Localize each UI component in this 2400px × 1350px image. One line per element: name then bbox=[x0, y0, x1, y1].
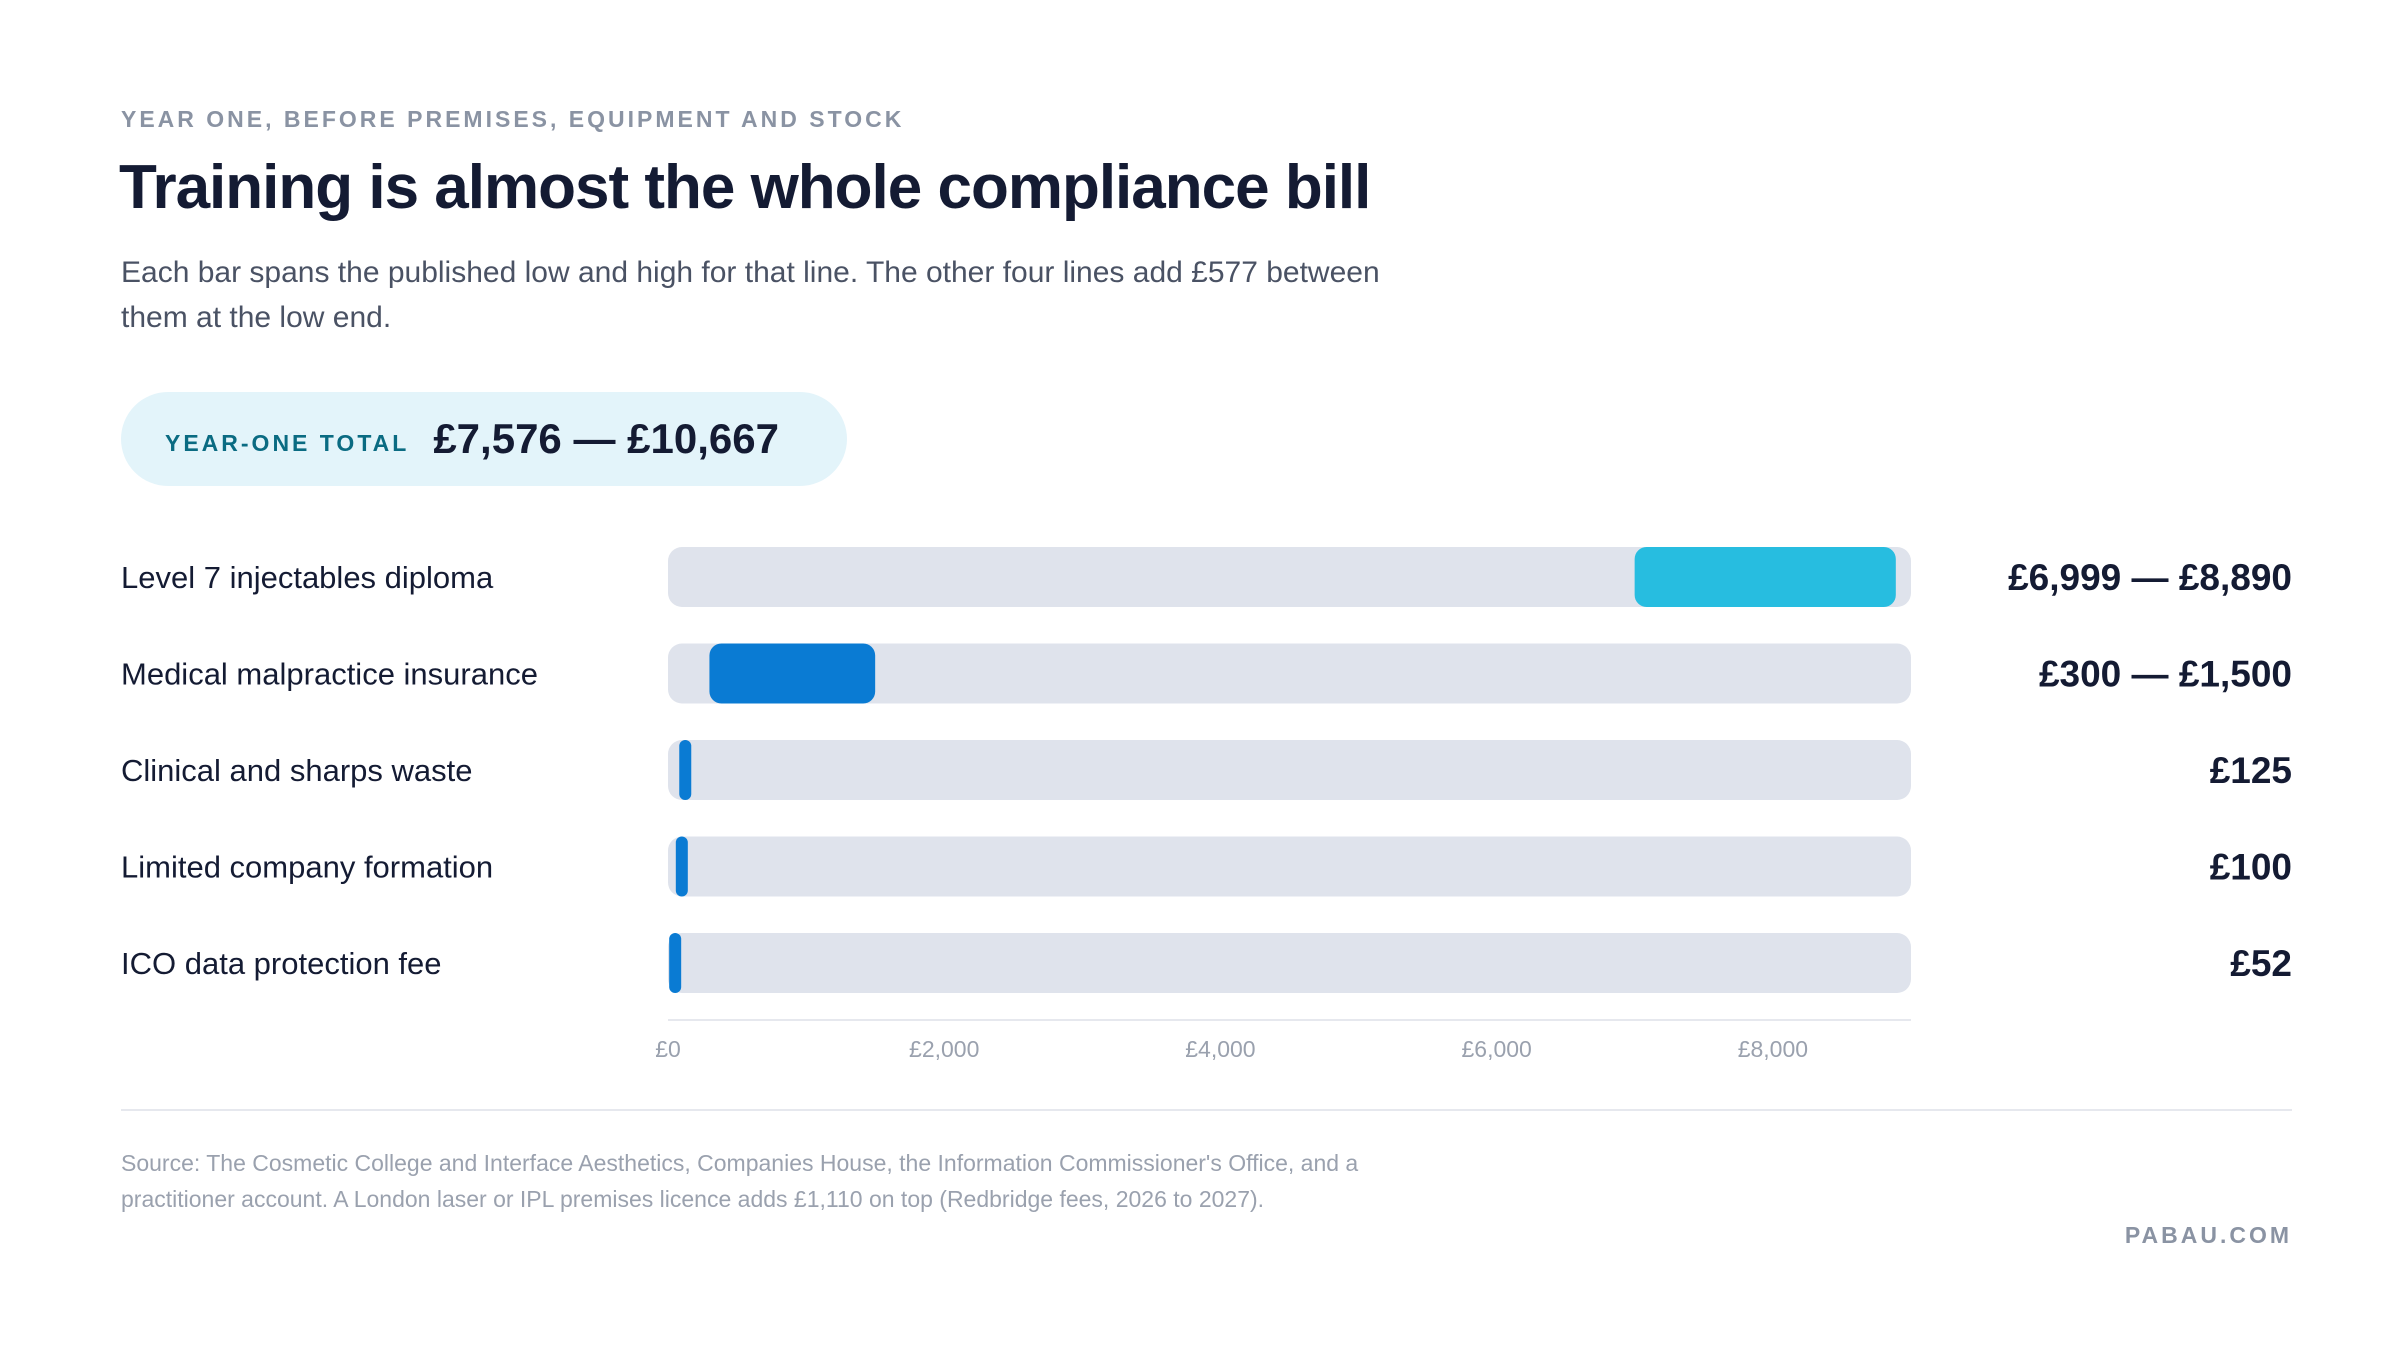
kicker: YEAR ONE, BEFORE PREMISES, EQUIPMENT AND… bbox=[121, 106, 905, 132]
x-tick-label-0: £0 bbox=[655, 1036, 681, 1062]
value-label-level-7-injectables-diploma: £6,999 — £8,890 bbox=[2008, 557, 2292, 598]
chart-subtitle: Each bar spans the published low and hig… bbox=[121, 256, 1380, 334]
x-tick-label-2000: £2,000 bbox=[909, 1036, 979, 1062]
category-label-level-7-injectables-diploma: Level 7 injectables diploma bbox=[121, 560, 494, 595]
value-label-medical-malpractice-insurance: £300 — £1,500 bbox=[2039, 654, 2292, 695]
footer-divider bbox=[121, 1109, 2292, 1111]
category-label-medical-malpractice-insurance: Medical malpractice insurance bbox=[121, 657, 538, 692]
value-label-clinical-and-sharps-waste: £125 bbox=[2210, 750, 2292, 791]
range-bar-clinical-and-sharps-waste bbox=[679, 740, 692, 800]
total-label: YEAR-ONE TOTAL bbox=[165, 429, 410, 456]
bar-track-clinical-and-sharps-waste bbox=[668, 740, 1911, 800]
value-label-limited-company-formation: £100 bbox=[2210, 847, 2292, 888]
range-bar-medical-malpractice-insurance bbox=[709, 643, 876, 704]
bar-track-level-7-injectables-diploma bbox=[668, 547, 1911, 607]
chart-title: Training is almost the whole compliance … bbox=[119, 153, 1371, 222]
total-value: £7,576 — £10,667 bbox=[433, 415, 779, 462]
category-label-clinical-and-sharps-waste: Clinical and sharps waste bbox=[121, 753, 473, 788]
year-one-total-pill: YEAR-ONE TOTAL £7,576 — £10,667 bbox=[121, 392, 847, 486]
brand-label: PABAU.COM bbox=[2124, 1222, 2292, 1248]
x-tick-label-4000: £4,000 bbox=[1185, 1036, 1255, 1062]
range-bar-chart: Level 7 injectables diploma £6,999 — £8,8… bbox=[121, 547, 2292, 1062]
value-label-ico-data-protection-fee: £52 bbox=[2230, 943, 2292, 984]
category-label-limited-company-formation: Limited company formation bbox=[121, 850, 493, 885]
category-label-ico-data-protection-fee: ICO data protection fee bbox=[121, 946, 442, 981]
bar-track-limited-company-formation bbox=[668, 836, 1911, 897]
bar-track-ico-data-protection-fee bbox=[668, 933, 1911, 993]
range-bar-ico-data-protection-fee bbox=[669, 933, 682, 993]
x-tick-label-6000: £6,000 bbox=[1461, 1036, 1531, 1062]
x-tick-label-8000: £8,000 bbox=[1738, 1036, 1808, 1062]
source-note: Source: The Cosmetic College and Interfa… bbox=[121, 1150, 1359, 1212]
bar-track-medical-malpractice-insurance bbox=[668, 643, 1911, 704]
range-bar-limited-company-formation bbox=[675, 836, 688, 897]
range-bar-level-7-injectables-diploma bbox=[1634, 547, 1896, 607]
